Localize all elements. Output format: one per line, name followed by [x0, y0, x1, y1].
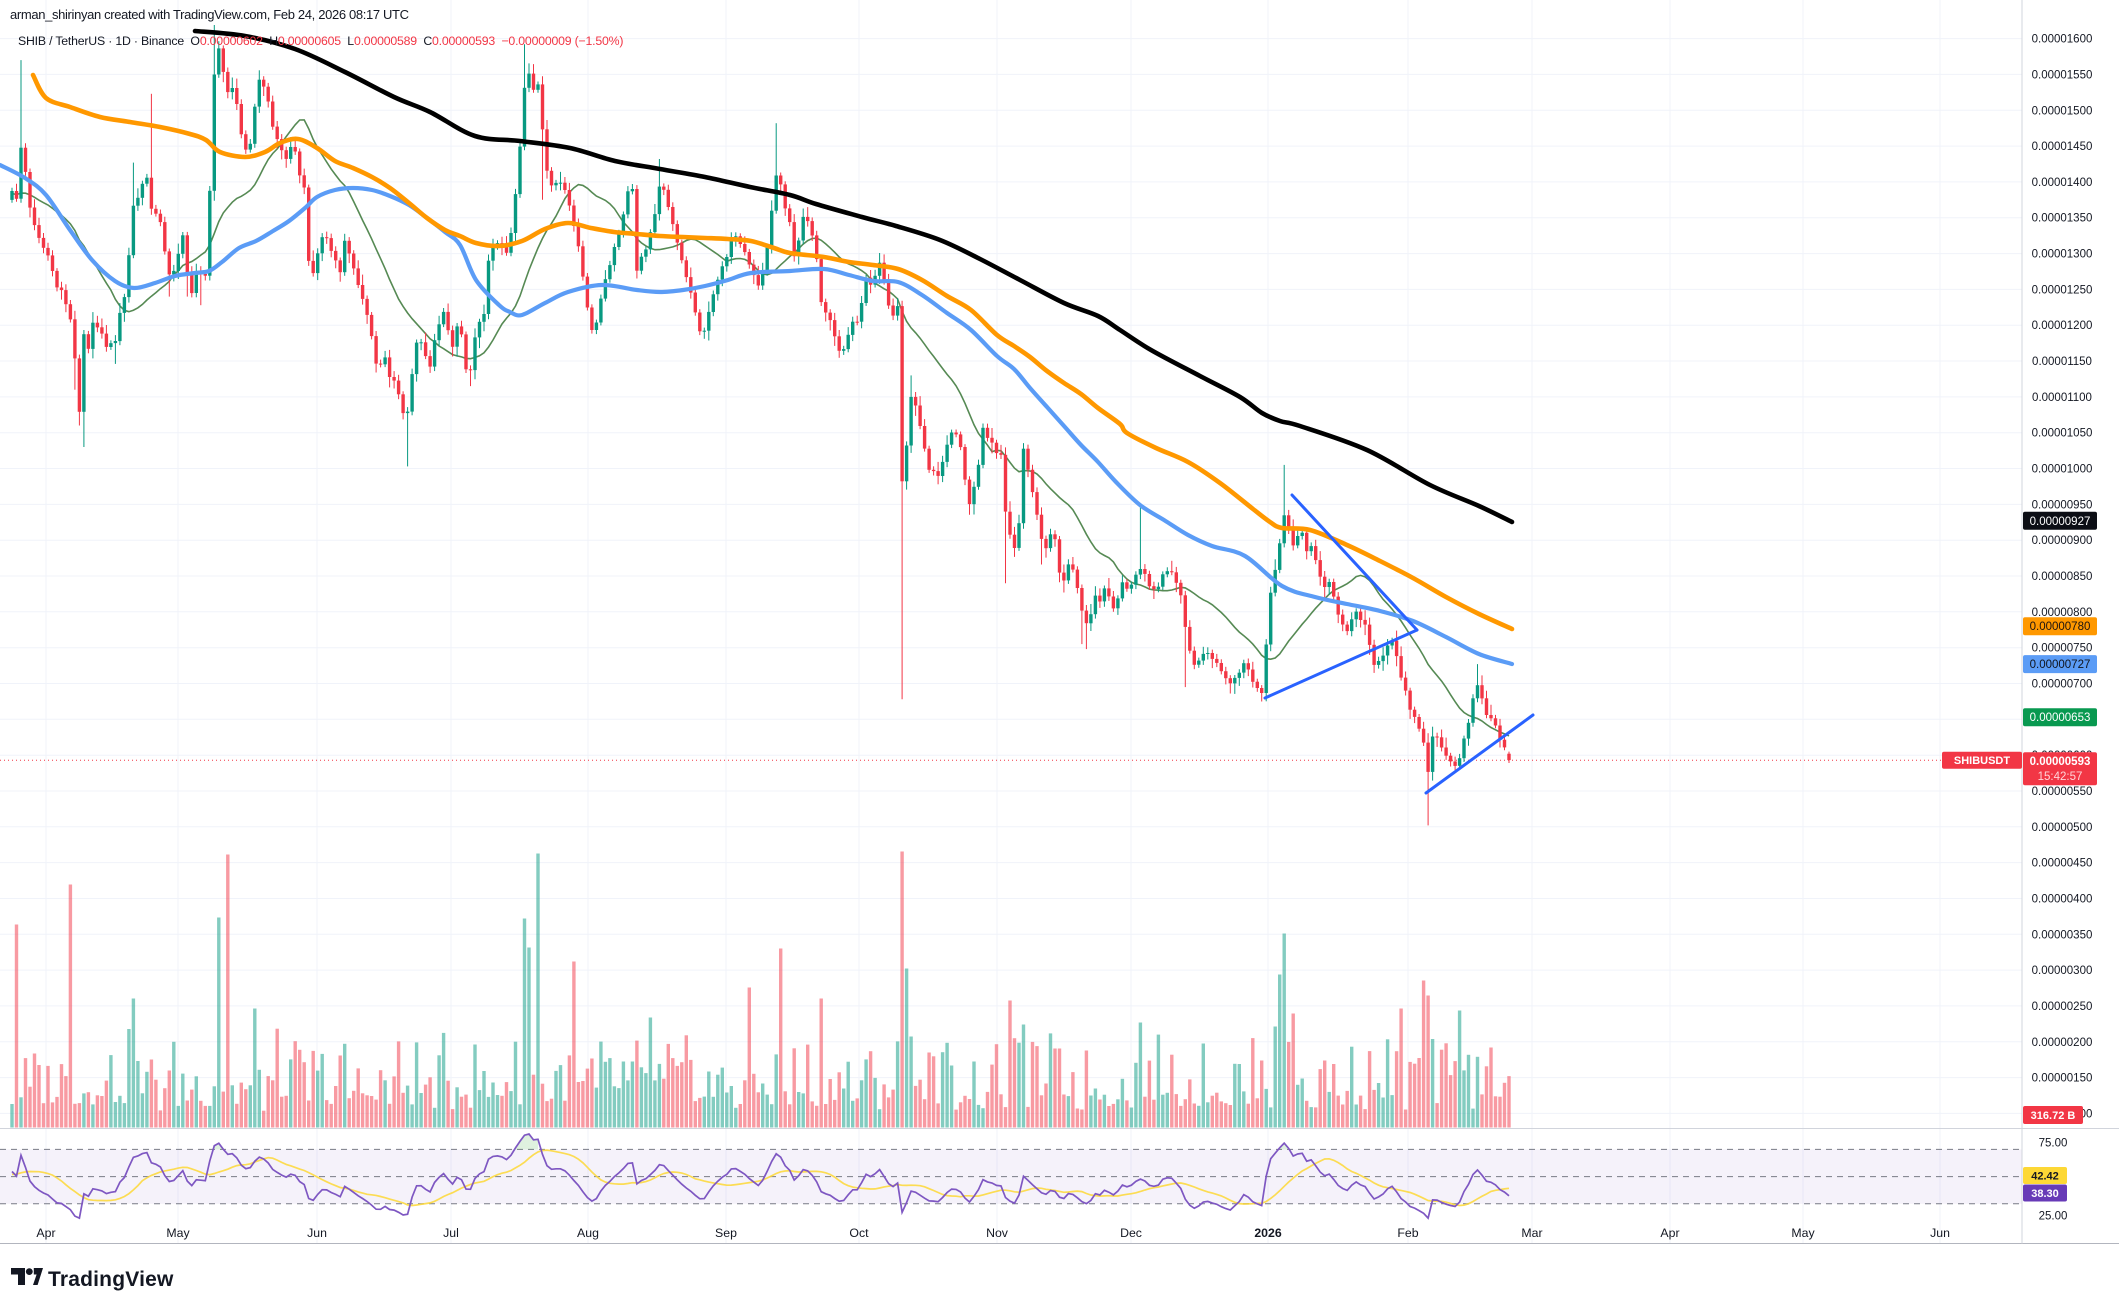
svg-text:0.00001300: 0.00001300: [2032, 249, 2093, 261]
svg-text:Feb: Feb: [1397, 1226, 1418, 1240]
svg-text:0.00001250: 0.00001250: [2032, 284, 2093, 296]
svg-text:0.00000550: 0.00000550: [2032, 786, 2093, 798]
svg-text:2026: 2026: [1254, 1226, 1282, 1240]
svg-text:Aug: Aug: [577, 1226, 599, 1240]
svg-text:May: May: [166, 1226, 190, 1240]
svg-text:0.00001550: 0.00001550: [2032, 69, 2093, 81]
svg-text:Oct: Oct: [849, 1226, 869, 1240]
svg-text:0.00001150: 0.00001150: [2032, 356, 2092, 368]
svg-text:Jul: Jul: [443, 1226, 459, 1240]
svg-text:25.00: 25.00: [2039, 1211, 2068, 1223]
svg-text:0.00000750: 0.00000750: [2032, 643, 2093, 655]
svg-text:0.00000300: 0.00000300: [2032, 965, 2093, 977]
svg-text:75.00: 75.00: [2039, 1138, 2068, 1150]
svg-text:0.00000800: 0.00000800: [2032, 607, 2093, 619]
svg-text:Nov: Nov: [986, 1226, 1009, 1240]
svg-text:0.00001350: 0.00001350: [2032, 213, 2093, 225]
svg-text:Apr: Apr: [36, 1226, 55, 1240]
svg-text:42.42: 42.42: [2031, 1171, 2059, 1183]
svg-text:0.00000150: 0.00000150: [2032, 1073, 2093, 1085]
svg-text:0.00000653: 0.00000653: [2030, 712, 2091, 724]
svg-text:0.00000780: 0.00000780: [2030, 621, 2091, 633]
svg-text:Sep: Sep: [715, 1226, 737, 1240]
svg-text:0.00000900: 0.00000900: [2032, 535, 2093, 547]
svg-text:0.00001450: 0.00001450: [2032, 141, 2093, 153]
svg-text:316.72 B: 316.72 B: [2031, 1110, 2076, 1122]
svg-text:0.00000727: 0.00000727: [2030, 659, 2091, 671]
svg-text:0.00000400: 0.00000400: [2032, 894, 2093, 906]
svg-text:SHIBUSDT: SHIBUSDT: [1954, 755, 2011, 767]
svg-text:0.00000850: 0.00000850: [2032, 571, 2093, 583]
svg-text:0.00001600: 0.00001600: [2032, 34, 2093, 46]
svg-text:May: May: [1791, 1226, 1815, 1240]
svg-text:0.00001000: 0.00001000: [2032, 464, 2093, 476]
svg-text:0.00000500: 0.00000500: [2032, 822, 2093, 834]
svg-text:0.00001400: 0.00001400: [2032, 177, 2093, 189]
svg-text:0.00001500: 0.00001500: [2032, 105, 2093, 117]
svg-text:0.00000593: 0.00000593: [2030, 756, 2091, 768]
svg-text:15:42:57: 15:42:57: [2038, 771, 2083, 783]
svg-text:0.00000350: 0.00000350: [2032, 929, 2093, 941]
svg-text:Jun: Jun: [307, 1226, 327, 1240]
svg-text:TradingView: TradingView: [48, 1268, 174, 1291]
svg-text:0.00000950: 0.00000950: [2032, 499, 2093, 511]
svg-text:0.00000700: 0.00000700: [2032, 679, 2093, 691]
svg-text:Apr: Apr: [1660, 1226, 1679, 1240]
svg-text:0.00000450: 0.00000450: [2032, 858, 2093, 870]
svg-text:Jun: Jun: [1930, 1226, 1950, 1240]
svg-text:SHIB / TetherUS · 1D · Binance: SHIB / TetherUS · 1D · Binance O0.000006…: [18, 34, 623, 48]
svg-text:0.00000250: 0.00000250: [2032, 1001, 2093, 1013]
svg-text:0.00000200: 0.00000200: [2032, 1037, 2093, 1049]
svg-text:Dec: Dec: [1120, 1226, 1142, 1240]
svg-text:0.00001100: 0.00001100: [2032, 392, 2092, 404]
svg-text:Mar: Mar: [1521, 1226, 1542, 1240]
svg-text:38.30: 38.30: [2031, 1188, 2059, 1200]
svg-text:0.00000927: 0.00000927: [2030, 516, 2091, 528]
svg-text:arman_shirinyan created with T: arman_shirinyan created with TradingView…: [10, 7, 409, 22]
svg-text:0.00001050: 0.00001050: [2032, 428, 2093, 440]
svg-text:0.00001200: 0.00001200: [2032, 320, 2093, 332]
